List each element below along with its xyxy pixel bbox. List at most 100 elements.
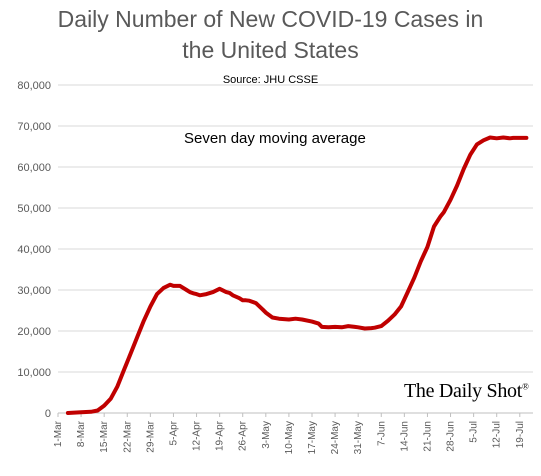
series-point xyxy=(188,290,192,294)
y-tick-label: 10,000 xyxy=(17,367,51,379)
series-point xyxy=(129,352,133,356)
gridlines xyxy=(58,84,533,373)
series-point xyxy=(194,292,199,296)
series-point xyxy=(66,411,70,415)
series-point xyxy=(102,404,106,408)
x-tick-label: 15-Mar xyxy=(99,420,110,452)
y-tick-label: 80,000 xyxy=(17,80,51,92)
x-axis-ticks: 1-Mar 8-Mar 15-Mar 22-Mar 29-Mar 5-Apr 12-Apr 1… xyxy=(53,420,526,454)
x-tick-label: 24-May xyxy=(330,421,341,454)
series-point xyxy=(356,325,360,329)
x-tick-label: 14-Jun xyxy=(399,421,410,452)
series-point xyxy=(270,315,274,320)
series-point xyxy=(511,136,515,140)
series-point xyxy=(204,292,208,296)
series-point xyxy=(211,290,215,294)
series-point xyxy=(191,291,195,295)
x-tick-label: 5-Apr xyxy=(168,420,179,445)
chart-title: Daily Number of New COVID-19 Cases in th… xyxy=(0,4,541,66)
x-tick-label: 8-Mar xyxy=(76,420,87,447)
series-point xyxy=(432,224,436,229)
x-tick-label: 3-May xyxy=(261,421,272,449)
x-tick-label: 19-Jul xyxy=(515,421,526,448)
y-tick-label: 50,000 xyxy=(17,203,51,215)
series-point xyxy=(455,183,459,188)
series-point xyxy=(277,317,281,321)
series-point xyxy=(399,304,403,308)
series-point xyxy=(162,286,166,290)
series-point xyxy=(96,408,100,413)
y-tick-label: 30,000 xyxy=(17,285,51,297)
series-point xyxy=(89,410,93,414)
series-point xyxy=(346,324,350,328)
series-point xyxy=(521,136,525,140)
series-point xyxy=(264,311,268,315)
series-point xyxy=(518,136,522,140)
series-point xyxy=(412,276,416,280)
x-tick-label: 19-Apr xyxy=(215,420,226,451)
series-point xyxy=(241,298,245,302)
x-tick-label: 22-Mar xyxy=(122,420,133,452)
series-point xyxy=(353,325,357,329)
chart-subtitle: Source: JHU CSSE xyxy=(222,74,319,86)
series-point xyxy=(419,259,423,263)
x-tick-label: 17-May xyxy=(307,421,318,454)
x-tick-label: 5-Jul xyxy=(469,421,480,443)
x-tick-label: 29-Mar xyxy=(145,420,156,452)
series-point xyxy=(148,304,152,308)
y-tick-label: 60,000 xyxy=(17,162,51,174)
series-point xyxy=(468,153,472,157)
x-tick-label: 31-May xyxy=(353,421,364,454)
series-point xyxy=(439,214,443,218)
series-point xyxy=(237,296,241,300)
y-axis-ticks: 0 10,000 20,000 30,000 40,000 50,000 60,000 70,… xyxy=(17,80,51,420)
series-point xyxy=(227,291,232,295)
series-point xyxy=(254,301,258,305)
series-point xyxy=(320,325,324,329)
x-tick-label: 26-Apr xyxy=(238,420,249,451)
y-tick-label: 70,000 xyxy=(17,121,51,133)
series-point xyxy=(326,325,331,329)
series-point xyxy=(379,324,383,328)
series-point xyxy=(386,319,390,323)
x-tick-label: 28-Jun xyxy=(446,421,457,452)
series-point xyxy=(508,136,512,140)
chart-title-line-2: the United States xyxy=(182,37,359,63)
series-point xyxy=(142,319,146,323)
series-point xyxy=(333,325,337,329)
x-tick-label: 7-Jun xyxy=(376,421,387,446)
series-point xyxy=(224,290,228,294)
series-point xyxy=(524,136,529,140)
series-point xyxy=(287,317,291,322)
series-point xyxy=(442,210,446,214)
series-group xyxy=(65,135,529,415)
series-point xyxy=(244,298,248,302)
x-tick-label: 10-May xyxy=(284,421,295,454)
series-point xyxy=(462,167,466,171)
x-axis xyxy=(57,412,533,417)
series-point xyxy=(198,293,202,297)
series-point xyxy=(363,326,367,331)
series-point xyxy=(310,320,314,324)
series-point xyxy=(392,313,397,317)
series-point xyxy=(369,326,373,330)
series-point xyxy=(260,307,265,311)
series-point xyxy=(340,325,344,329)
series-point xyxy=(495,136,499,140)
series-point xyxy=(373,326,377,330)
series-point xyxy=(300,317,304,322)
series-point xyxy=(155,292,159,296)
series-point xyxy=(247,299,251,303)
series-point xyxy=(406,290,410,294)
series-point xyxy=(79,410,83,414)
series-point xyxy=(218,287,222,291)
series-point xyxy=(109,397,113,401)
series-point xyxy=(317,322,321,326)
series-point xyxy=(171,284,176,288)
series-point xyxy=(488,135,492,140)
series-point xyxy=(185,288,189,292)
x-tick-label: 1-Mar xyxy=(53,420,64,447)
series-point xyxy=(135,335,139,339)
series-point xyxy=(448,198,453,202)
